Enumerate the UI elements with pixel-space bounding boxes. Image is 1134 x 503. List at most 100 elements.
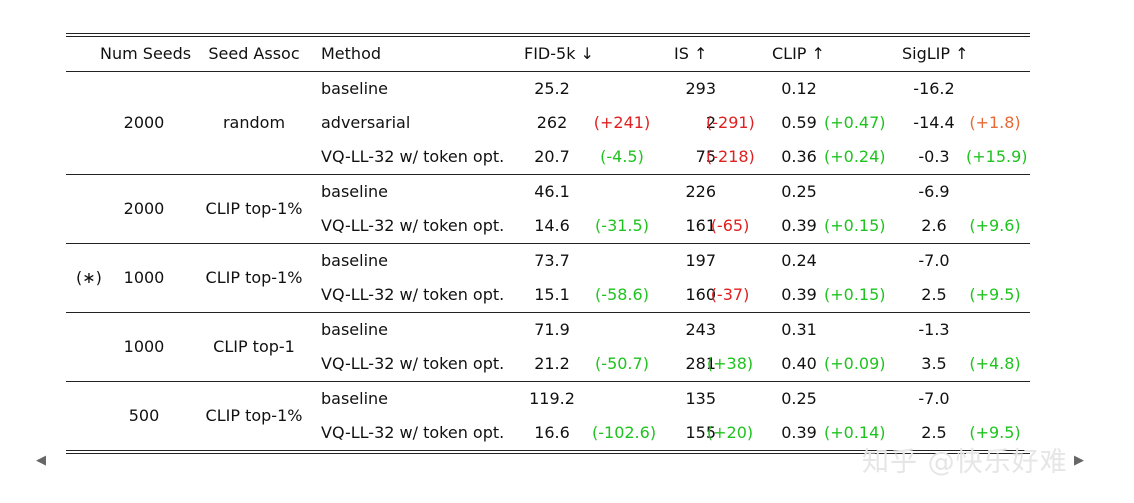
cell-siglip: -1.3 [918,320,950,339]
cell-method: VQ-LL-32 w/ token opt. [321,423,505,442]
cell-is: 75 [695,147,716,166]
cell-fid: 46.1 [534,182,570,201]
cell-fid-delta: (-50.7) [595,354,649,373]
cell-fid-delta: (-102.6) [592,423,657,442]
cell-clip: 0.40 [781,354,817,373]
cell-is-delta: (-65) [710,216,750,235]
cell-fid-delta: (+241) [593,113,651,132]
cell-clip-delta: (+0.09) [824,354,886,373]
table-row: VQ-LL-32 w/ token opt. 15.1 (-58.6) 160 (-37… [66,278,1030,312]
cell-fid: 20.7 [534,147,570,166]
cell-num-seeds: 2000 [123,199,165,218]
cell-siglip: 2.6 [921,216,947,235]
cell-num-seeds: 500 [128,406,160,425]
cell-method: baseline [321,320,389,339]
table-row: VQ-LL-32 w/ token opt. 20.7 (-4.5) 75 (-218)… [66,140,1030,174]
table-group: 1000 CLIP top-1 baseline 71.9 243 0.31 -1.3 VQ-… [66,313,1030,382]
cell-method: VQ-LL-32 w/ token opt. [321,216,505,235]
chevron-left-icon[interactable]: ◀ [36,453,46,468]
cell-siglip: 2.5 [921,423,947,442]
table-top-rule [66,33,1030,37]
cell-fid: 73.7 [534,251,570,270]
cell-method: baseline [321,182,389,201]
cell-clip: 0.39 [781,285,817,304]
table-row: baseline 73.7 197 0.24 -7.0 [66,244,1030,278]
cell-clip: 0.36 [781,147,817,166]
cell-is: 226 [685,182,716,201]
cell-clip: 0.25 [781,389,817,408]
cell-is-delta: (-37) [710,285,750,304]
table-row: baseline 25.2 293 0.12 -16.2 [66,72,1030,106]
header-is: IS ↑ [674,44,708,63]
cell-is: 161 [685,216,716,235]
cell-siglip-delta: (+9.5) [969,423,1021,442]
cell-siglip-delta: (+15.9) [966,147,1028,166]
cell-seed-assoc: CLIP top-1% [205,406,303,425]
cell-clip-delta: (+0.15) [824,216,886,235]
cell-seed-assoc: CLIP top-1% [205,199,303,218]
results-table: Num Seeds Seed Assoc Method FID-5k ↓ IS … [66,33,1030,454]
cell-is: 293 [685,79,716,98]
table-row: baseline 119.2 135 0.25 -7.0 [66,382,1030,416]
cell-seed-assoc: CLIP top-1 [213,337,295,356]
table-bottom-rule [66,450,1030,454]
cell-siglip-delta: (+9.6) [969,216,1021,235]
cell-clip-delta: (+0.24) [824,147,886,166]
watermark: 知乎 @快乐好难 [862,447,1068,478]
cell-is: 281 [685,354,716,373]
cell-clip: 0.12 [781,79,817,98]
cell-siglip-delta: (+1.8) [969,113,1021,132]
cell-siglip: 3.5 [921,354,947,373]
header-siglip: SigLIP ↑ [902,44,969,63]
chevron-right-icon[interactable]: ▶ [1074,453,1084,468]
cell-fid: 71.9 [534,320,570,339]
table-row: adversarial 262 (+241) 2 (-291) 0.59 (+0.47) -1… [66,106,1030,140]
header-clip: CLIP ↑ [772,44,825,63]
cell-fid: 119.2 [529,389,575,408]
cell-siglip: -6.9 [918,182,950,201]
cell-siglip: -14.4 [913,113,955,132]
cell-fid: 21.2 [534,354,570,373]
cell-method: VQ-LL-32 w/ token opt. [321,147,505,166]
horizontal-scrollbar[interactable]: ◀ ▶ [30,452,1084,470]
cell-siglip-delta: (+9.5) [969,285,1021,304]
cell-num-seeds: 1000 [123,337,165,356]
cell-seed-assoc: CLIP top-1% [205,268,303,287]
table-row: VQ-LL-32 w/ token opt. 21.2 (-50.7) 281 (+38… [66,347,1030,381]
cell-clip: 0.39 [781,423,817,442]
cell-fid-delta: (-58.6) [595,285,649,304]
cell-fid-delta: (-4.5) [600,147,644,166]
cell-is: 160 [685,285,716,304]
cell-fid-delta: (-31.5) [595,216,649,235]
cell-siglip: 2.5 [921,285,947,304]
cell-is: 135 [685,389,716,408]
header-fid: FID-5k ↓ [524,44,594,63]
cell-num-seeds: 1000 [123,268,165,287]
table-body: 2000 random baseline 25.2 293 0.12 -16.2 advers… [66,72,1030,450]
cell-clip-delta: (+0.14) [824,423,886,442]
group-marker: (∗) [76,268,102,287]
cell-method: VQ-LL-32 w/ token opt. [321,285,505,304]
cell-siglip-delta: (+4.8) [969,354,1021,373]
table-group: 2000 random baseline 25.2 293 0.12 -16.2 advers… [66,72,1030,175]
cell-clip-delta: (+0.15) [824,285,886,304]
cell-is: 2 [705,113,716,132]
header-seed-assoc: Seed Assoc [208,44,300,63]
cell-fid: 16.6 [534,423,570,442]
table-row: VQ-LL-32 w/ token opt. 14.6 (-31.5) 161 (-65… [66,209,1030,243]
table-group: 2000 CLIP top-1% baseline 46.1 226 0.25 -6.9 VQ… [66,175,1030,244]
table-group: 500 CLIP top-1% baseline 119.2 135 0.25 -7.0 VQ… [66,382,1030,450]
cell-num-seeds: 2000 [123,113,165,132]
header-method: Method [321,44,382,63]
cell-fid: 14.6 [534,216,570,235]
cell-siglip: -7.0 [918,389,950,408]
cell-clip: 0.39 [781,216,817,235]
cell-fid: 15.1 [534,285,570,304]
cell-is: 243 [685,320,716,339]
cell-is-delta: (+38) [706,354,754,373]
table-row: VQ-LL-32 w/ token opt. 16.6 (-102.6) 155 (+2… [66,416,1030,450]
table-group: (∗) 1000 CLIP top-1% baseline 73.7 197 0.24 -7.… [66,244,1030,313]
cell-is-delta: (+20) [706,423,754,442]
cell-clip-delta: (+0.47) [824,113,886,132]
table-row: baseline 46.1 226 0.25 -6.9 [66,175,1030,209]
